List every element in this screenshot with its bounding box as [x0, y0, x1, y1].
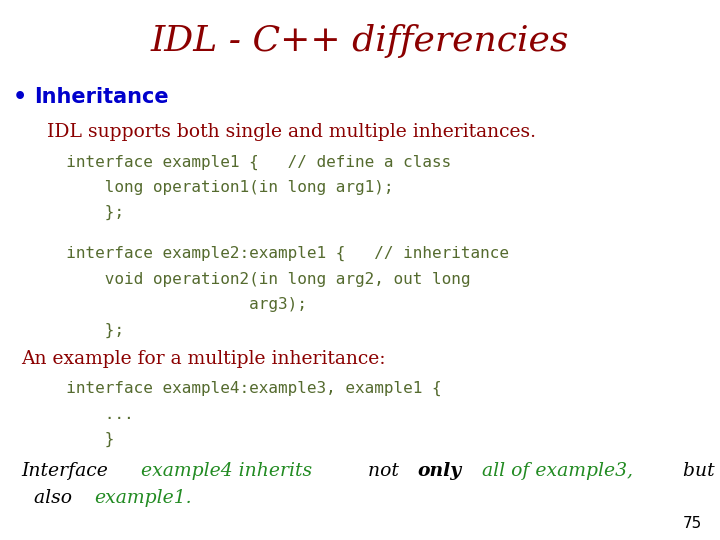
Text: example1.: example1. [94, 489, 192, 507]
Text: not: not [362, 462, 405, 481]
Text: };: }; [47, 322, 124, 338]
Text: An example for a multiple inheritance:: An example for a multiple inheritance: [22, 350, 386, 368]
Text: but: but [677, 462, 715, 481]
Text: example4 inherits: example4 inherits [141, 462, 312, 481]
Text: Interface: Interface [22, 462, 114, 481]
Text: IDL supports both single and multiple inheritances.: IDL supports both single and multiple in… [47, 123, 536, 141]
Text: }: } [47, 432, 114, 447]
Text: Inheritance: Inheritance [35, 87, 169, 107]
Text: long operation1(in long arg1);: long operation1(in long arg1); [47, 180, 393, 195]
Text: interface example4:example3, example1 {: interface example4:example3, example1 { [47, 381, 441, 396]
Text: IDL - C++ differencies: IDL - C++ differencies [150, 24, 570, 57]
Text: only: only [418, 462, 462, 481]
Text: ...: ... [47, 407, 133, 422]
Text: void operation2(in long arg2, out long: void operation2(in long arg2, out long [47, 272, 470, 287]
Text: interface example2:example1 {   // inheritance: interface example2:example1 { // inherit… [47, 246, 509, 261]
Text: 75: 75 [683, 516, 702, 531]
Text: •: • [13, 87, 27, 107]
Text: arg3);: arg3); [47, 297, 307, 312]
Text: also: also [22, 489, 78, 507]
Text: };: }; [47, 205, 124, 220]
Text: interface example1 {   // define a class: interface example1 { // define a class [47, 154, 451, 170]
Text: all of example3,: all of example3, [482, 462, 634, 481]
